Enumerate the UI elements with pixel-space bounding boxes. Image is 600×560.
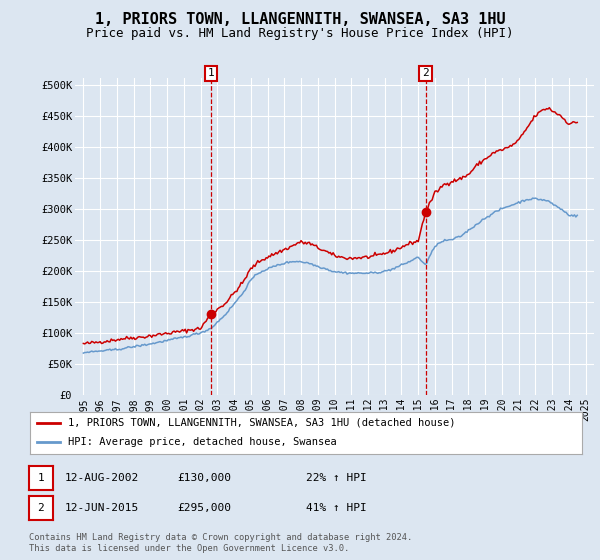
Text: 2: 2	[422, 68, 429, 78]
Text: Contains HM Land Registry data © Crown copyright and database right 2024.
This d: Contains HM Land Registry data © Crown c…	[29, 533, 412, 553]
Text: 12-JUN-2015: 12-JUN-2015	[65, 503, 139, 513]
Text: 1: 1	[208, 68, 214, 78]
Text: 12-AUG-2002: 12-AUG-2002	[65, 473, 139, 483]
Text: 22% ↑ HPI: 22% ↑ HPI	[306, 473, 367, 483]
Text: Price paid vs. HM Land Registry's House Price Index (HPI): Price paid vs. HM Land Registry's House …	[86, 27, 514, 40]
Text: 1, PRIORS TOWN, LLANGENNITH, SWANSEA, SA3 1HU: 1, PRIORS TOWN, LLANGENNITH, SWANSEA, SA…	[95, 12, 505, 27]
Text: £295,000: £295,000	[177, 503, 231, 513]
Text: 41% ↑ HPI: 41% ↑ HPI	[306, 503, 367, 513]
Text: £130,000: £130,000	[177, 473, 231, 483]
Text: 1: 1	[37, 473, 44, 483]
Text: 2: 2	[37, 503, 44, 513]
Text: HPI: Average price, detached house, Swansea: HPI: Average price, detached house, Swan…	[68, 437, 336, 447]
Text: 1, PRIORS TOWN, LLANGENNITH, SWANSEA, SA3 1HU (detached house): 1, PRIORS TOWN, LLANGENNITH, SWANSEA, SA…	[68, 418, 455, 428]
